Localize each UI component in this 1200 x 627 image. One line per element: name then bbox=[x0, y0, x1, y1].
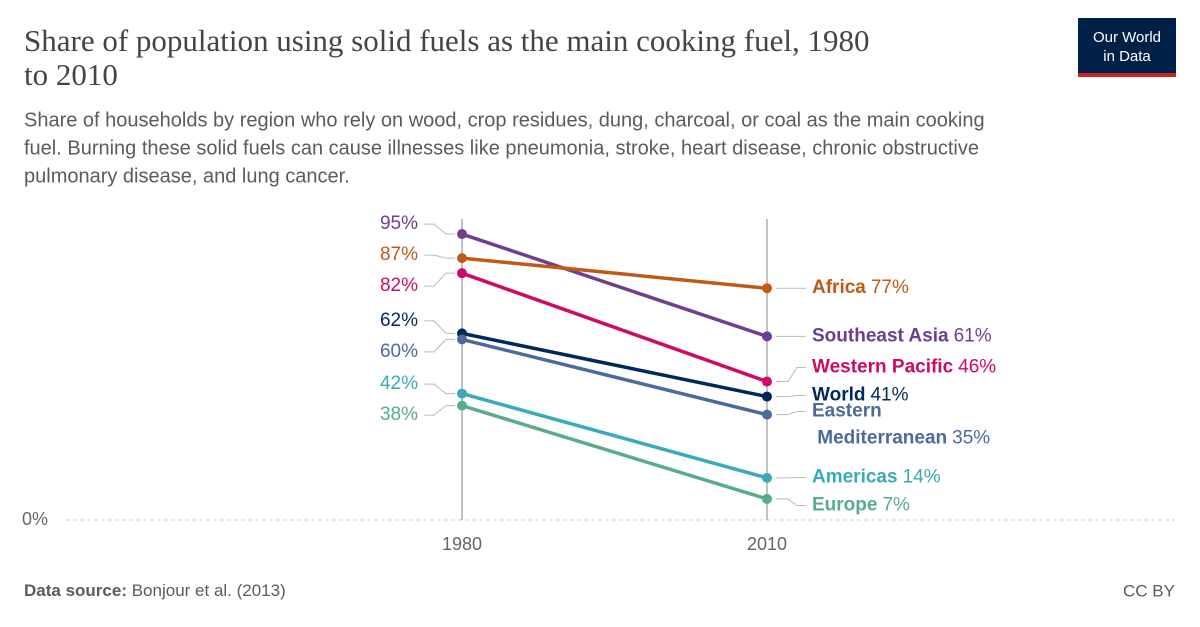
legend-entry-line: Mediterranean bbox=[812, 428, 947, 449]
legend-entry: Europe bbox=[812, 495, 877, 516]
data-point bbox=[457, 229, 467, 240]
value-label: 95% bbox=[380, 213, 418, 234]
data-point bbox=[762, 376, 772, 387]
label-connector bbox=[776, 367, 806, 383]
legend-entry: Americas bbox=[812, 467, 898, 488]
label-connector bbox=[424, 223, 455, 235]
data-point bbox=[762, 283, 772, 294]
series-label: Western Pacific 46% bbox=[812, 357, 996, 378]
data-point bbox=[457, 400, 467, 411]
series-label: Southeast Asia 61% bbox=[812, 325, 992, 346]
value-label: 41% bbox=[870, 385, 908, 406]
value-label: 82% bbox=[380, 275, 418, 296]
value-label: 77% bbox=[871, 277, 909, 298]
data-point bbox=[457, 388, 467, 399]
logo bbox=[1078, 18, 1176, 76]
value-label: 7% bbox=[882, 495, 910, 516]
data-point bbox=[762, 391, 772, 402]
value-label: 42% bbox=[380, 373, 418, 394]
series-line bbox=[461, 337, 768, 417]
label-connector bbox=[424, 338, 455, 353]
legend-entry-line: Eastern bbox=[812, 401, 882, 422]
series-label: Africa 77% bbox=[812, 277, 909, 298]
data-point bbox=[762, 331, 772, 342]
logo-text: Our World bbox=[1093, 29, 1161, 46]
value-label: 62% bbox=[380, 310, 418, 331]
legend-entry: Eastern Mediterranean bbox=[812, 401, 947, 449]
series-line bbox=[461, 403, 768, 501]
value-label: 60% bbox=[380, 341, 418, 362]
x-tick-label: 1980 bbox=[442, 534, 482, 554]
data-point bbox=[762, 409, 772, 420]
label-connector bbox=[424, 272, 455, 287]
series-label: Europe 7% bbox=[812, 495, 910, 516]
data-point bbox=[762, 493, 772, 504]
label-connector bbox=[776, 395, 806, 398]
label-connector bbox=[776, 411, 806, 416]
value-label: 61% bbox=[954, 325, 992, 346]
x-tick-label: 2010 bbox=[747, 534, 787, 554]
chart-title: to 2010 bbox=[24, 57, 118, 92]
series-line bbox=[461, 256, 768, 290]
value-label: 38% bbox=[380, 404, 418, 425]
source-text: Bonjour et al. (2013) bbox=[132, 581, 286, 600]
value-label: 35% bbox=[952, 428, 990, 449]
source: Data source: Bonjour et al. (2013) bbox=[24, 581, 286, 600]
label-connector bbox=[424, 254, 455, 259]
legend-entry: Western Pacific bbox=[812, 357, 954, 378]
series-label: Americas 14% bbox=[812, 467, 941, 488]
subtitle: pulmonary disease, and lung cancer. bbox=[24, 165, 350, 187]
license: CC BY bbox=[1123, 581, 1175, 600]
y-tick-label: 0% bbox=[22, 509, 48, 529]
logo-underline bbox=[1078, 73, 1176, 77]
series-line bbox=[461, 232, 768, 339]
series-label: World 41% bbox=[812, 385, 909, 406]
value-label: 14% bbox=[903, 467, 941, 488]
label-connector bbox=[424, 405, 455, 416]
data-point bbox=[457, 253, 467, 264]
subtitle: fuel. Burning these solid fuels can caus… bbox=[24, 137, 979, 159]
source-label: Data source: bbox=[24, 581, 127, 600]
data-point bbox=[762, 472, 772, 483]
legend-entry: World bbox=[812, 385, 865, 406]
legend-entry: Africa bbox=[812, 277, 866, 298]
label-connector bbox=[776, 498, 806, 507]
label-connector bbox=[424, 383, 455, 395]
label-connector bbox=[424, 320, 455, 334]
series-line bbox=[461, 391, 768, 480]
data-point bbox=[457, 334, 467, 345]
legend-entry: Southeast Asia bbox=[812, 325, 949, 346]
series-line bbox=[461, 271, 768, 384]
subtitle: Share of households by region who rely o… bbox=[24, 109, 985, 131]
data-point bbox=[457, 268, 467, 279]
series-label: Eastern Mediterranean 35% bbox=[812, 401, 990, 449]
value-label: 46% bbox=[958, 357, 996, 378]
series-line bbox=[461, 331, 768, 399]
logo-text: in Data bbox=[1103, 48, 1151, 65]
chart-title: Share of population using solid fuels as… bbox=[24, 23, 869, 58]
value-label: 87% bbox=[380, 244, 418, 265]
